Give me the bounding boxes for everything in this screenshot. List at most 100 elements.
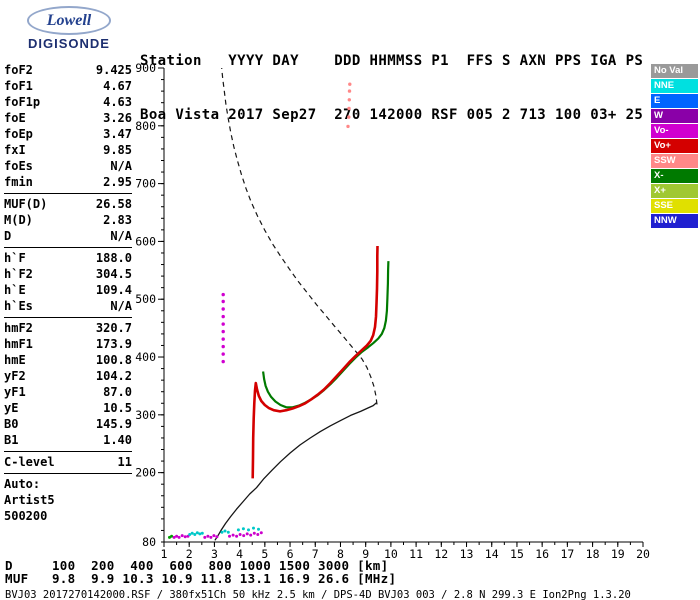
param-name: yF1 [4, 385, 26, 399]
param-group-divider [4, 317, 132, 318]
distance-row: D 100 200 400 600 800 1000 1500 3000 [km… [5, 558, 389, 573]
legend-item-nne: NNE [651, 79, 698, 93]
param-name: h`Es [4, 299, 33, 313]
param-row-mufd: MUF(D) 26.58 [4, 196, 132, 212]
second-hop-echoes [346, 82, 352, 129]
param-value: 4.67 [103, 79, 132, 93]
param-row-ye: yE 10.5 [4, 400, 132, 416]
param-name: foE [4, 111, 26, 125]
param-name: hmF2 [4, 321, 33, 335]
param-value: N/A [110, 229, 132, 243]
param-value: 26.58 [95, 197, 132, 211]
e-region-echoes-cyan [188, 526, 260, 536]
param-name: yF2 [4, 369, 26, 383]
param-row-foep: foEp 3.47 [4, 126, 132, 142]
x-mode-trace [262, 261, 390, 409]
param-name: foF1 [4, 79, 33, 93]
param-value: 109.4 [95, 283, 132, 297]
param-row-fmin: fmin 2.95 [4, 174, 132, 190]
svg-text:600: 600 [135, 234, 156, 248]
svg-text:400: 400 [135, 350, 156, 364]
svg-text:10: 10 [384, 547, 398, 561]
lowell-logo-oval: Lowell [26, 6, 112, 35]
param-value: 304.5 [95, 267, 132, 281]
e-region-echoes-green [168, 534, 174, 539]
legend-item-w: W [651, 109, 698, 123]
legend-item-nnw: NNW [651, 214, 698, 228]
param-name: B1 [4, 433, 19, 447]
param-row-md: M(D) 2.83 [4, 212, 132, 228]
param-name: yE [4, 401, 19, 415]
param-name: fxI [4, 143, 26, 157]
svg-text:14: 14 [485, 547, 499, 561]
param-row-he: h`E 109.4 [4, 282, 132, 298]
svg-text:200: 200 [135, 466, 156, 480]
station-header-values: Boa Vista 2017 Sep27 270 142000 RSF 005 … [140, 107, 644, 123]
legend-item-x+: X+ [651, 184, 698, 198]
svg-text:5: 5 [261, 547, 268, 561]
param-name: foEp [4, 127, 33, 141]
param-footer-line: Artist5 [4, 493, 55, 507]
svg-text:80: 80 [142, 535, 156, 549]
param-name: h`F2 [4, 267, 33, 281]
digisonde-product-text: DIGISONDE [28, 36, 110, 51]
param-name: D [4, 229, 12, 243]
svg-text:800: 800 [135, 119, 156, 133]
topside-model-profile [221, 67, 378, 405]
param-row-fof2: foF2 9.425 [4, 62, 132, 78]
param-value: 9.425 [95, 63, 132, 77]
svg-text:900: 900 [135, 61, 156, 75]
plot-footer: D 100 200 400 600 800 1000 1500 3000 [km… [5, 559, 631, 600]
param-name: foF1p [4, 95, 41, 109]
param-value: 11 [117, 455, 132, 469]
svg-text:9: 9 [362, 547, 369, 561]
param-value: 2.95 [103, 175, 132, 189]
param-value: 188.0 [95, 251, 132, 265]
svg-text:17: 17 [560, 547, 574, 561]
param-name: foEs [4, 159, 33, 173]
param-name: h`F [4, 251, 26, 265]
param-row-foe: foE 3.26 [4, 110, 132, 126]
param-row-fxi: fxI 9.85 [4, 142, 132, 158]
svg-text:18: 18 [586, 547, 600, 561]
legend-item-ssw: SSW [651, 154, 698, 168]
param-value: 4.63 [103, 95, 132, 109]
param-name: MUF(D) [4, 197, 48, 211]
axes [158, 67, 644, 547]
svg-text:500: 500 [135, 292, 156, 306]
param-row-fof1: foF1 4.67 [4, 78, 132, 94]
svg-text:15: 15 [510, 547, 524, 561]
param-row-foes: foEs N/A [4, 158, 132, 174]
svg-text:8: 8 [337, 547, 344, 561]
param-name: h`E [4, 283, 26, 297]
param-name: B0 [4, 417, 19, 431]
param-row-hes: h`Es N/A [4, 298, 132, 314]
param-group-divider [4, 247, 132, 248]
param-group-divider [4, 193, 132, 194]
param-footer-line: Auto: [4, 477, 41, 491]
legend-item-sse: SSE [651, 199, 698, 213]
svg-text:16: 16 [535, 547, 549, 561]
param-name: C-level [4, 455, 55, 469]
param-value: 3.26 [103, 111, 132, 125]
legend-item-x-: X- [651, 169, 698, 183]
station-header-fields: Station YYYY DAY DDD HHMMSS P1 FFS S AXN… [140, 53, 644, 69]
param-value: 9.85 [103, 143, 132, 157]
param-name: fmin [4, 175, 33, 189]
svg-text:4: 4 [236, 547, 243, 561]
svg-text:20: 20 [636, 547, 650, 561]
param-row-b0: B0 145.9 [4, 416, 132, 432]
param-row-b1: B1 1.40 [4, 432, 132, 448]
svg-text:13: 13 [460, 547, 474, 561]
legend-item-vo-: Vo- [651, 124, 698, 138]
param-value: 320.7 [95, 321, 132, 335]
param-value: 3.47 [103, 127, 132, 141]
o-mode-trace [251, 245, 379, 479]
svg-text:300: 300 [135, 408, 156, 422]
svg-text:3: 3 [211, 547, 218, 561]
param-value: 104.2 [95, 369, 132, 383]
svg-text:2: 2 [186, 547, 193, 561]
svg-text:6: 6 [287, 547, 294, 561]
legend-item-no-val: No Val [651, 64, 698, 78]
param-value: 87.0 [103, 385, 132, 399]
